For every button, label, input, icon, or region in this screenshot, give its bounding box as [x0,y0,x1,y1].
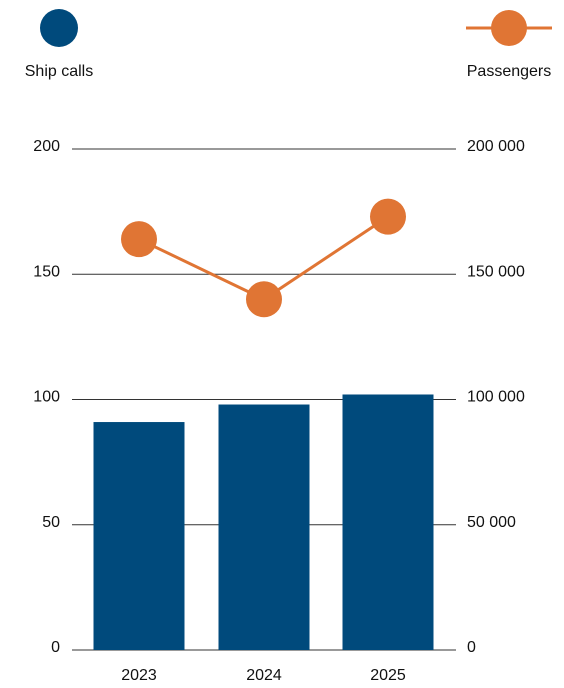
right-axis-tick-label: 0 [467,639,476,656]
left-axis-tick-label: 150 [33,263,60,280]
legend-swatch-passengers-marker [491,10,527,46]
left-axis-tick-labels: 0 50 100 150 200 [33,138,60,656]
right-axis-tick-label: 100 000 [467,389,525,406]
x-axis-tick-labels: 2023 2024 2025 [121,667,406,684]
bar-series-ship-calls [93,394,434,650]
bar-2025 [342,394,434,650]
x-axis-tick-label: 2023 [121,667,157,684]
right-axis-tick-label: 50 000 [467,514,516,531]
left-axis-tick-label: 100 [33,389,60,406]
left-axis-tick-label: 50 [42,514,60,531]
left-axis-tick-label: 0 [51,639,60,656]
x-axis-tick-label: 2025 [370,667,406,684]
right-axis-tick-labels: 0 50 000 100 000 150 000 200 000 [467,138,525,656]
right-axis-tick-label: 200 000 [467,138,525,155]
legend: Ship calls Passengers [25,9,552,80]
bar-2023 [93,422,185,650]
point-2023 [121,221,157,258]
legend-swatch-ship-calls [40,9,78,47]
bar-2024 [218,404,310,650]
point-2024 [246,281,282,318]
right-axis-tick-label: 150 000 [467,263,525,280]
x-axis-tick-label: 2024 [246,667,282,684]
point-2025 [370,198,406,235]
left-axis-tick-label: 200 [33,138,60,155]
legend-label-passengers: Passengers [467,63,552,80]
line-series-passengers [121,198,406,318]
legend-label-ship-calls: Ship calls [25,63,93,80]
